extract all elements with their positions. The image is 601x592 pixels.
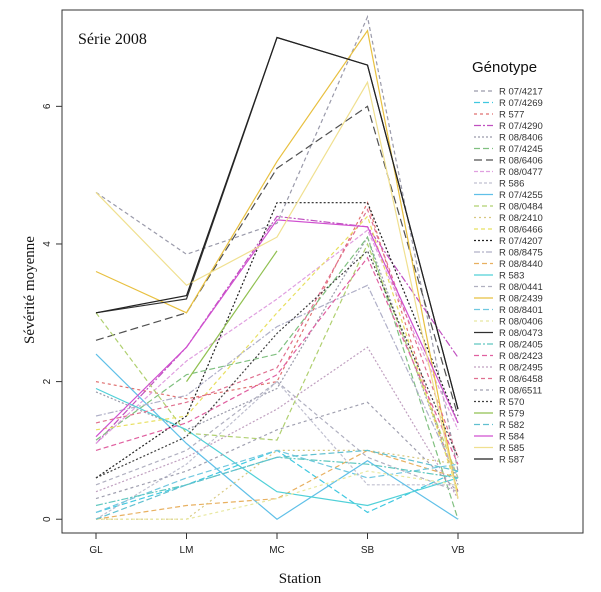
series-line-3	[95, 215, 459, 444]
legend-label-29: R 582	[499, 420, 524, 431]
y-tick-label-2: 2	[42, 378, 53, 384]
series-line-15	[95, 449, 459, 520]
legend-title: Génotype	[472, 59, 537, 76]
series-line-16	[95, 387, 459, 507]
x-axis: GL LM MC SB VB	[89, 533, 465, 556]
x-axis-label: Station	[279, 571, 322, 587]
chart-title: Série 2008	[78, 31, 147, 48]
legend-label-7: R 08/0477	[499, 167, 543, 178]
series-line-29	[95, 449, 459, 520]
legend-label-24: R 08/2495	[499, 363, 543, 374]
series-line-7	[95, 229, 459, 444]
legend-label-15: R 08/8440	[499, 259, 543, 270]
series-line-32	[95, 36, 459, 410]
series-line-0	[95, 14, 459, 472]
series-line-4	[95, 235, 459, 486]
series-line-8	[95, 380, 458, 520]
legend-label-30: R 584	[499, 432, 524, 443]
legend-label-10: R 08/0484	[499, 202, 543, 213]
legend-label-8: R 586	[499, 179, 524, 190]
legend-label-32: R 587	[499, 455, 524, 466]
legend-label-22: R 08/2405	[499, 340, 543, 351]
legend-label-17: R 08/0441	[499, 282, 543, 293]
legend-label-0: R 07/4217	[499, 87, 543, 98]
legend-label-20: R 08/0406	[499, 317, 543, 328]
series-line-18	[95, 29, 459, 499]
series-line-26	[95, 401, 459, 500]
legend-label-2: R 577	[499, 110, 524, 121]
x-tick-label-sb: SB	[361, 545, 375, 556]
y-tick-label-6: 6	[42, 103, 53, 109]
legend-label-26: R 08/6511	[499, 386, 542, 397]
legend-label-27: R 570	[499, 397, 524, 408]
legend-label-14: R 08/8475	[499, 248, 543, 259]
series-line-9	[95, 353, 459, 520]
y-axis: 0 2 4 6	[42, 103, 62, 522]
series-line-31	[95, 80, 459, 499]
legend-label-9: R 07/4255	[499, 190, 543, 201]
legend-label-23: R 08/2423	[499, 351, 543, 362]
series-line-27	[95, 249, 459, 479]
x-tick-label-gl: GL	[89, 545, 103, 556]
series-line-20	[96, 470, 459, 520]
legend-label-12: R 08/6466	[499, 225, 543, 236]
series-line-24	[95, 346, 459, 499]
legend-label-18: R 08/2439	[499, 294, 543, 305]
x-tick-label-mc: MC	[269, 545, 285, 556]
legend-label-31: R 585	[499, 443, 524, 454]
series-line-30	[95, 219, 459, 438]
series-line-10	[95, 242, 459, 479]
series-line-17	[95, 380, 459, 493]
legend-label-25: R 08/6458	[499, 374, 543, 385]
legend-label-16: R 583	[499, 271, 524, 282]
series-line-12	[95, 215, 459, 492]
series-line-5	[95, 235, 459, 520]
series-line-13	[95, 202, 459, 479]
legend-label-6: R 08/6406	[499, 156, 543, 167]
series-line-25	[95, 208, 459, 458]
series-line-6	[95, 105, 459, 417]
legend-label-11: R 08/2410	[499, 213, 543, 224]
series-line-1	[95, 449, 459, 514]
legend-label-4: R 08/8406	[499, 133, 543, 144]
series-layer	[95, 14, 459, 520]
plot-frame	[61, 9, 584, 534]
legend-label-21: R 08/0473	[499, 328, 543, 339]
series-line-14	[95, 284, 459, 479]
series-line-28	[186, 250, 278, 382]
y-tick-label-4: 4	[42, 241, 53, 247]
legend-label-28: R 579	[499, 409, 524, 420]
series-line-23	[95, 256, 459, 465]
x-tick-label-lm: LM	[180, 545, 194, 556]
legend-label-3: R 07/4290	[499, 121, 543, 132]
y-tick-label-0: 0	[42, 516, 53, 522]
x-tick-label-vb: VB	[451, 545, 465, 556]
series-line-19	[95, 449, 459, 513]
legend-label-13: R 07/4207	[499, 236, 543, 247]
legend-label-5: R 07/4245	[499, 144, 543, 155]
y-axis-label: Sévérité moyenne	[22, 236, 38, 344]
legend-label-19: R 08/8401	[499, 305, 543, 316]
legend-label-1: R 07/4269	[499, 98, 543, 109]
